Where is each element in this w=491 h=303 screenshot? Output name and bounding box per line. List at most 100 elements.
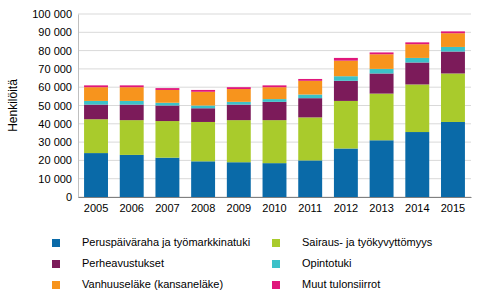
y-tick-label: 30 000 xyxy=(38,136,72,148)
x-tick-label: 2011 xyxy=(298,202,322,214)
y-tick: 60 000 xyxy=(38,81,78,93)
bar xyxy=(84,153,108,197)
bar xyxy=(370,94,394,141)
x-tick-label: 2007 xyxy=(155,202,179,214)
x-tick: 2013 xyxy=(369,197,393,214)
bar xyxy=(441,33,465,47)
legend-label: Sairaus- ja työkyvyttömyys xyxy=(302,236,433,248)
y-axis: 010 00020 00030 00040 00050 00060 00070 … xyxy=(32,8,78,203)
bar xyxy=(155,106,179,122)
legend-swatch xyxy=(272,281,280,289)
x-tick: 2014 xyxy=(405,197,429,214)
bar xyxy=(334,101,358,149)
bar xyxy=(84,101,108,105)
bar xyxy=(227,102,251,105)
bar xyxy=(370,73,394,93)
bar xyxy=(405,44,429,58)
bar xyxy=(263,87,287,99)
y-tick-label: 90 000 xyxy=(38,26,72,38)
bar xyxy=(155,103,179,106)
y-tick: 50 000 xyxy=(38,100,78,112)
legend-label: Perheavustukset xyxy=(82,257,164,269)
y-tick-label: 100 000 xyxy=(32,8,72,20)
bar xyxy=(370,140,394,197)
bar xyxy=(227,87,251,89)
bar xyxy=(191,92,215,106)
x-tick-label: 2015 xyxy=(441,202,465,214)
x-tick: 2009 xyxy=(227,197,251,214)
x-tick: 2006 xyxy=(119,197,143,214)
legend-swatch xyxy=(272,260,280,268)
bar xyxy=(227,105,251,121)
series-bars xyxy=(84,31,465,91)
bar xyxy=(405,58,429,63)
bar xyxy=(298,95,322,99)
bar xyxy=(120,85,144,87)
y-tick: 100 000 xyxy=(32,8,78,20)
legend-swatch xyxy=(52,239,60,247)
bar xyxy=(298,117,322,160)
bar xyxy=(441,122,465,197)
legend-item: Sairaus- ja työkyvyttömyys xyxy=(272,236,433,248)
x-tick: 2012 xyxy=(334,197,358,214)
legend-item: Muut tulonsiirrot xyxy=(272,278,380,290)
x-tick-label: 2009 xyxy=(227,202,251,214)
legend-item: Peruspäiväraha ja työmarkkinatuki xyxy=(52,236,250,248)
bar xyxy=(441,47,465,52)
bar xyxy=(298,160,322,197)
x-axis: 2005 2006 2007 2008 2009 2010 2011 2012 2013 2014… xyxy=(79,197,472,214)
y-tick: 90 000 xyxy=(38,26,78,38)
bar xyxy=(405,84,429,132)
bar xyxy=(120,155,144,197)
legend: Peruspäiväraha ja työmarkkinatuki Sairaus… xyxy=(52,236,433,290)
chart: 010 00020 00030 00040 00050 00060 00070 … xyxy=(0,0,491,303)
bar xyxy=(84,85,108,87)
x-tick-label: 2010 xyxy=(262,202,286,214)
bar xyxy=(334,76,358,81)
y-tick: 70 000 xyxy=(38,63,78,75)
legend-label: Muut tulonsiirrot xyxy=(302,278,380,290)
x-tick-label: 2005 xyxy=(84,202,108,214)
bar xyxy=(155,121,179,158)
legend-label: Vanhuuseläke (kansaneläke) xyxy=(82,278,223,290)
bar xyxy=(120,87,144,101)
y-axis-line xyxy=(78,15,79,198)
x-tick: 2007 xyxy=(155,197,179,214)
series-bars xyxy=(84,33,465,105)
bar xyxy=(263,163,287,197)
x-axis-line xyxy=(79,197,472,198)
bar xyxy=(155,88,179,90)
bar xyxy=(334,61,358,77)
x-tick: 2010 xyxy=(262,197,286,214)
legend-swatch xyxy=(272,239,280,247)
bar xyxy=(155,158,179,197)
bar xyxy=(84,87,108,101)
x-tick: 2008 xyxy=(191,197,215,214)
bars xyxy=(84,31,465,197)
series-bars xyxy=(84,52,465,122)
bar xyxy=(227,162,251,197)
legend-swatch xyxy=(52,281,60,289)
bar xyxy=(227,89,251,102)
x-tick: 2015 xyxy=(441,197,465,214)
y-tick-label: 50 000 xyxy=(38,100,72,112)
bar xyxy=(441,52,465,74)
y-tick: 40 000 xyxy=(38,118,78,130)
legend-item: Perheavustukset xyxy=(52,257,164,269)
grid-line xyxy=(78,14,471,15)
plot: 010 00020 00030 00040 00050 00060 00070 … xyxy=(32,8,471,214)
bar xyxy=(298,98,322,117)
bar xyxy=(155,90,179,103)
y-tick-label: 10 000 xyxy=(38,173,72,185)
bar xyxy=(120,105,144,121)
bar xyxy=(227,120,251,162)
bar xyxy=(405,42,429,44)
bar xyxy=(120,120,144,155)
x-tick-label: 2013 xyxy=(369,202,393,214)
bar xyxy=(298,81,322,95)
y-axis-title: Henkilöitä xyxy=(6,79,20,132)
bar xyxy=(334,149,358,197)
bar xyxy=(441,31,465,33)
y-tick-label: 70 000 xyxy=(38,63,72,75)
x-tick: 2011 xyxy=(298,197,322,214)
